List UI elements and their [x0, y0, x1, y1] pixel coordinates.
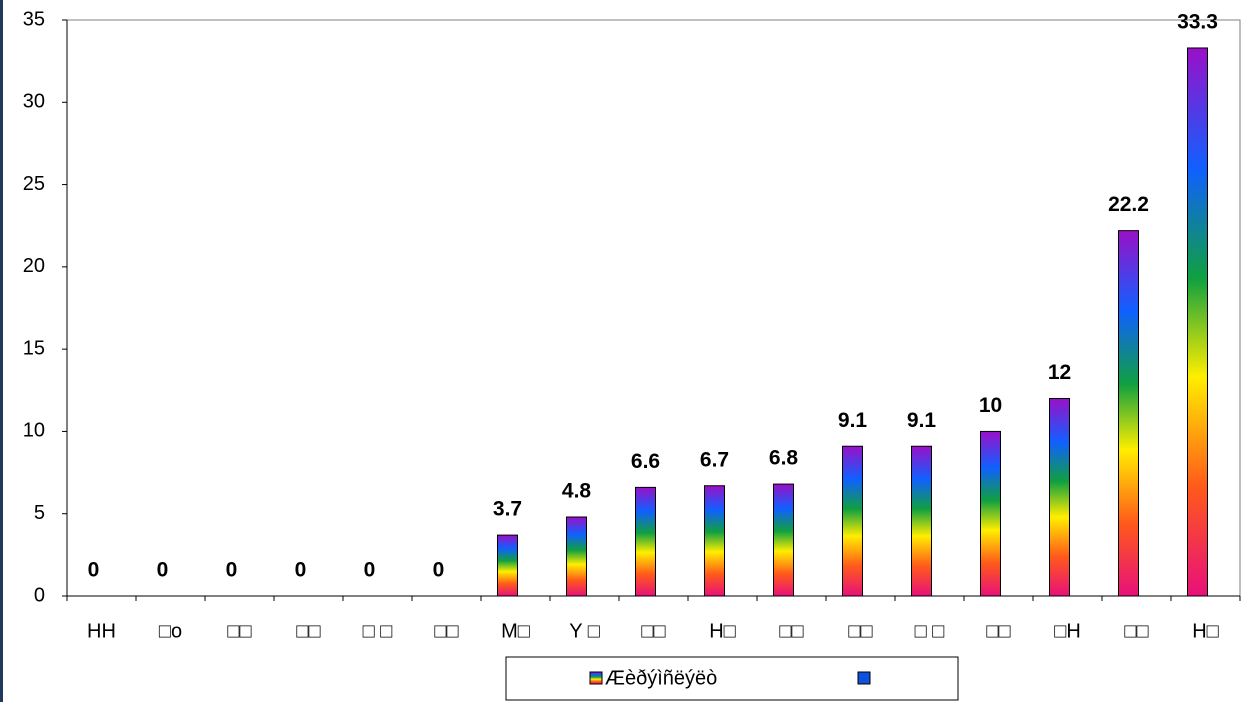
- legend-swatch: [857, 671, 871, 685]
- y-tick-label: 10: [23, 420, 45, 442]
- x-tick-label: H□: [1192, 620, 1219, 642]
- y-tick-label: 35: [23, 8, 45, 30]
- data-label: 0: [295, 559, 307, 582]
- y-tick-label: 5: [34, 502, 45, 524]
- bar: [566, 516, 587, 597]
- bar: [842, 445, 863, 597]
- data-label: 0: [88, 559, 100, 582]
- x-tick-label: HH: [87, 620, 116, 642]
- y-tick-label: 0: [34, 584, 45, 606]
- y-tick-label: 30: [23, 91, 45, 113]
- bar: [1187, 47, 1208, 597]
- bar: [635, 486, 656, 597]
- data-label: 0: [157, 559, 169, 582]
- data-label: 10: [979, 394, 1002, 417]
- data-label: 3.7: [493, 498, 522, 521]
- data-label: 0: [226, 559, 238, 582]
- bar: [980, 430, 1001, 597]
- legend-box: [505, 656, 959, 701]
- bar: [911, 445, 932, 597]
- x-tick-label: □□: [1124, 620, 1148, 642]
- bar: [1118, 230, 1139, 597]
- data-label: 4.8: [562, 480, 592, 503]
- x-tick-label: □ □: [915, 620, 945, 642]
- bar: [704, 485, 725, 597]
- data-label: 0: [433, 559, 445, 582]
- data-label: 6.6: [631, 450, 660, 473]
- y-tick-label: 15: [23, 337, 45, 359]
- x-tick-label: Y □: [569, 620, 600, 642]
- x-tick-label: □□: [434, 620, 458, 642]
- data-label: 9.1: [838, 409, 868, 432]
- data-label: 12: [1048, 361, 1071, 384]
- x-tick-label: □□: [986, 620, 1010, 642]
- x-tick-label: □□: [641, 620, 665, 642]
- x-tick-label: M□: [501, 620, 530, 642]
- x-tick-label: □ □: [363, 620, 393, 642]
- data-label: 22.2: [1108, 193, 1149, 216]
- x-tick-label: H□: [709, 620, 736, 642]
- x-tick-label: □□: [779, 620, 803, 642]
- x-tick-label: □□: [296, 620, 320, 642]
- legend-swatch: [589, 671, 603, 685]
- data-label: 6.7: [700, 448, 729, 471]
- x-tick-label: □H: [1054, 620, 1081, 642]
- x-tick-label: □□: [848, 620, 872, 642]
- x-tick-label: □o: [159, 620, 182, 642]
- data-label: 6.8: [769, 447, 799, 470]
- data-label: 0: [364, 559, 376, 582]
- data-label: 9.1: [907, 409, 937, 432]
- bar: [497, 534, 518, 597]
- legend-label: Æèðýìñëýëò: [605, 667, 717, 689]
- x-tick-label: □□: [227, 620, 251, 642]
- bar: [1049, 398, 1070, 597]
- y-tick-label: 25: [23, 173, 45, 195]
- y-tick-label: 20: [23, 255, 45, 277]
- legend: Æèðýìñëýëò: [505, 656, 959, 701]
- data-label: 33.3: [1177, 11, 1218, 34]
- bar: [773, 483, 794, 597]
